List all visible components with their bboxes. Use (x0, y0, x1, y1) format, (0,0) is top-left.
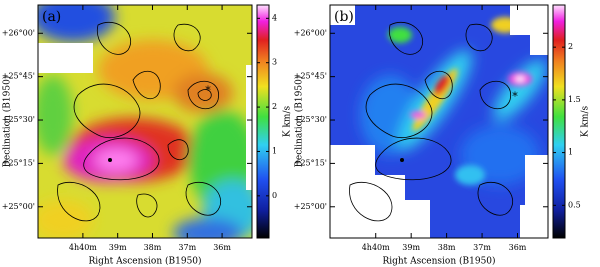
map-field: * (38, 5, 252, 238)
y-axis-label: Declination (B1950) (2, 76, 13, 168)
y-tick-label: +25°15' (2, 158, 35, 167)
colorbar-tick-label: 0 (272, 191, 277, 200)
map-field: * (330, 5, 548, 238)
y-tick-label: +25°15' (294, 158, 327, 167)
colorbar-label: K km/s (283, 106, 293, 138)
y-tick-label: +25°30' (2, 115, 35, 124)
x-tick-label: 39m (402, 243, 420, 252)
y-axis-label: Declination (B1950) (294, 76, 305, 168)
x-tick-label: 4h40m (362, 243, 390, 252)
y-tick-label: +25°45' (294, 72, 327, 81)
colorbar-tick-label: 1 (272, 146, 277, 155)
y-tick-label: +25°45' (2, 72, 35, 81)
colorbar-label: K km/s (581, 106, 591, 138)
colorbar-tick-label: 1 (568, 148, 573, 157)
x-tick-label: 38m (144, 243, 162, 252)
svg-text:*: * (205, 84, 211, 97)
colorbar-tick-label: 0.5 (568, 200, 581, 209)
x-tick-label: 36m (509, 243, 527, 252)
colorbar-tick-label: 1.5 (568, 95, 581, 104)
plot-frame (37, 4, 253, 239)
x-tick-label: 38m (438, 243, 456, 252)
x-tick-label: 39m (109, 243, 127, 252)
panel-label: (b) (334, 9, 354, 25)
colorbar (552, 4, 566, 239)
x-axis-label: Right Ascension (B1950) (382, 256, 495, 267)
colorbar-tick-label: 2 (272, 102, 277, 111)
colorbar (256, 4, 270, 239)
svg-text:*: * (512, 90, 518, 103)
y-tick-label: +26°00' (294, 28, 327, 37)
plot-frame (329, 4, 549, 239)
panel-label: (a) (42, 9, 61, 25)
y-tick-label: +25°00' (294, 202, 327, 211)
y-tick-label: +25°30' (294, 115, 327, 124)
x-axis-label: Right Ascension (B1950) (88, 256, 201, 267)
y-tick-label: +26°00' (2, 28, 35, 37)
x-tick-label: 4h40m (69, 243, 97, 252)
x-tick-label: 37m (178, 243, 196, 252)
y-tick-label: +25°00' (2, 202, 35, 211)
colorbar-tick-label: 2 (568, 42, 573, 51)
x-tick-label: 36m (213, 243, 231, 252)
colorbar-tick-label: 3 (272, 58, 277, 67)
x-tick-label: 37m (473, 243, 491, 252)
colorbar-tick-label: 4 (272, 13, 277, 22)
